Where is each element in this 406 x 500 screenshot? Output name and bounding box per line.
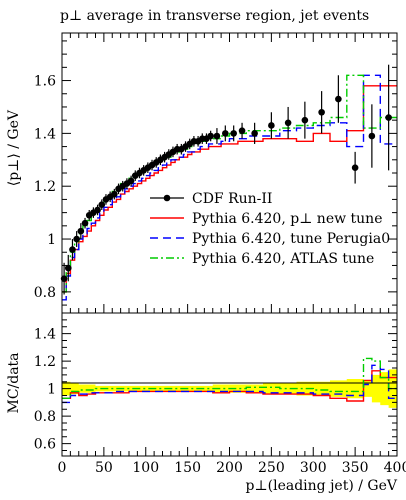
data-point: [98, 201, 106, 208]
ratio-y-tick-label: 1: [47, 382, 56, 398]
x-tick-label: 0: [58, 460, 67, 476]
x-tick-label: 350: [342, 460, 369, 476]
y-tick-label: 1.4: [34, 126, 56, 142]
data-point: [318, 108, 325, 116]
data-point: [351, 164, 359, 172]
legend: CDF Run-II Pythia 6.420, p⊥ new tune Pythi…: [150, 191, 390, 267]
data-point: [368, 132, 376, 140]
x-tick-label: 400: [384, 460, 406, 476]
data-point: [207, 132, 214, 140]
data-point: [238, 127, 246, 135]
data-point: [111, 190, 118, 198]
ratio-y-axis-label: MC/data: [6, 352, 22, 413]
data-point: [251, 130, 258, 137]
x-tick-label: 200: [216, 460, 243, 476]
data-point: [213, 132, 221, 140]
data-point: [335, 95, 342, 103]
y-tick-label: 1: [47, 232, 56, 248]
ratio-y-tick-label: 0.8: [34, 409, 56, 425]
data-point: [385, 114, 392, 121]
ratio-y-tick-label: 1.2: [34, 354, 56, 370]
data-point: [127, 177, 135, 185]
legend-label: CDF Run-II: [192, 191, 272, 207]
x-tick-label: 100: [132, 460, 159, 476]
x-tick-label: 300: [300, 460, 327, 476]
legend-label: Pythia 6.420, p⊥ new tune: [192, 211, 382, 227]
data-point: [64, 264, 72, 272]
data-point: [81, 219, 89, 227]
ratio-y-tick-label: 0.6: [34, 437, 56, 453]
x-tick-label: 250: [258, 460, 285, 476]
y-tick-label: 1.2: [34, 179, 56, 195]
x-axis-label: p⊥(leading jet) / GeV: [246, 478, 398, 494]
y-axis-label: ⟨p⊥⟩ / GeV: [6, 109, 22, 186]
ratio-series-line-1: [62, 364, 397, 404]
main-series-line-1: [62, 85, 397, 293]
chart-title: p⊥ average in transverse region, jet eve…: [60, 8, 369, 24]
data-point: [77, 227, 85, 235]
data-point: [222, 130, 229, 137]
data-point: [73, 235, 80, 243]
legend-label: Pythia 6.420, ATLAS tune: [192, 251, 374, 267]
data-point: [69, 246, 76, 253]
main-plot-panel: 0.8 1 1.2 1.4 1.6 ⟨p⊥⟩ / GeV: [6, 32, 398, 314]
legend-marker: [163, 194, 171, 202]
data-point: [230, 130, 237, 137]
ratio-plot-panel: 0.6 0.8 1 1.2 1.4 0 50 100 150 200 250 300 350 400 M…: [6, 312, 406, 494]
x-tick-label: 50: [95, 460, 113, 476]
legend-label: Pythia 6.420, tune Perugia0: [192, 231, 390, 247]
ratio-series-line-2: [62, 357, 397, 399]
ratio-y-tick-label: 1.4: [34, 327, 56, 343]
y-tick-label: 0.8: [34, 285, 56, 301]
y-tick-label: 1.6: [34, 74, 56, 90]
data-point: [284, 119, 292, 127]
data-point: [301, 116, 309, 124]
main-series-line-2: [62, 74, 397, 301]
x-tick-label: 150: [174, 460, 201, 476]
data-point: [94, 206, 101, 214]
data-point: [268, 122, 275, 129]
